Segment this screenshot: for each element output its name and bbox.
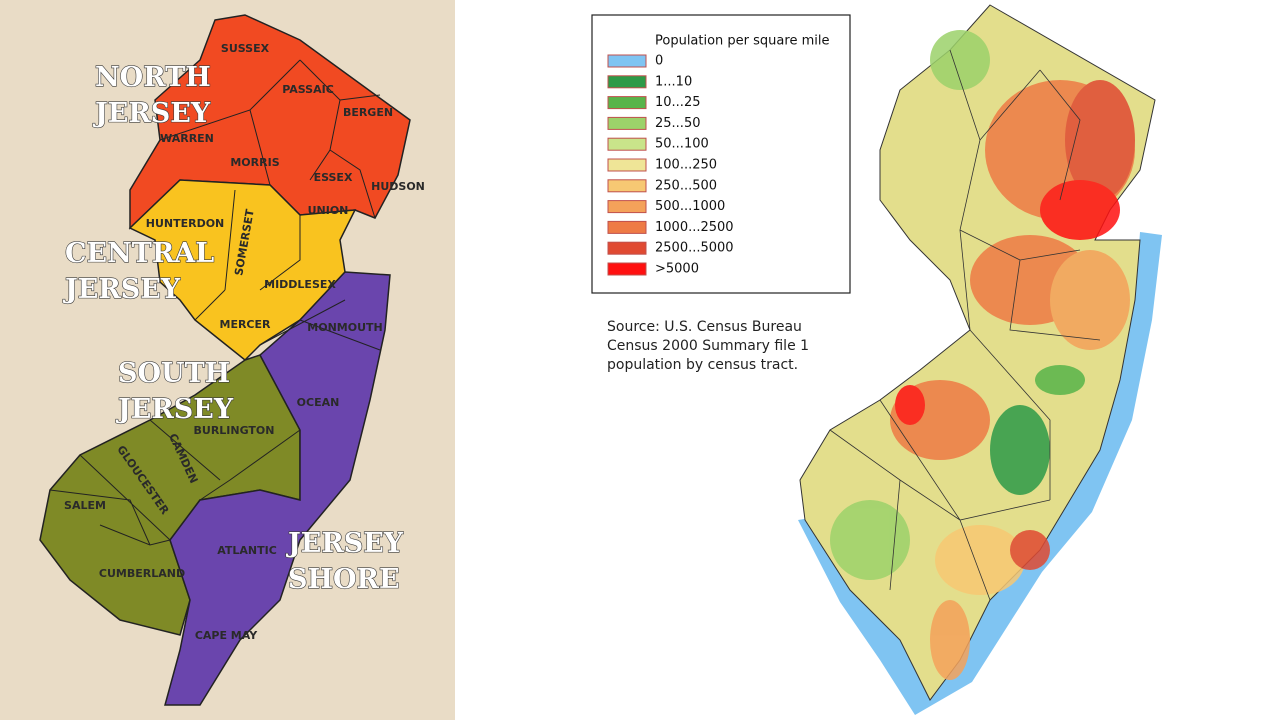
region-label: JERSEY	[93, 98, 211, 129]
county-label: WARREN	[160, 132, 214, 145]
legend-label: 250...500	[655, 178, 717, 193]
legend-label: 100...250	[655, 158, 717, 173]
legend-items: 0 1...10 10...25 25...50 50...100 100...250 25…	[607, 54, 734, 277]
county-borders	[829, 49, 1101, 601]
region-label: SHORE	[288, 564, 400, 595]
region-labels: NORTH JERSEY CENTRAL JERSEY SOUTH JERSEY JERSE…	[62, 61, 404, 595]
legend-label: 25...50	[655, 116, 700, 131]
region-label: JERSEY	[286, 528, 404, 559]
region-shape	[164, 271, 391, 706]
density-map	[798, 4, 1162, 715]
region-label: JERSEY	[116, 394, 234, 425]
county-label: MONMOUTH	[307, 321, 382, 334]
county-label: ATLANTIC	[217, 544, 277, 557]
legend-title: Population per square mile	[655, 34, 829, 49]
county-label: SUSSEX	[221, 42, 270, 55]
source-line: Source: U.S. Census Bureau	[607, 319, 802, 335]
legend-label: 10...25	[655, 95, 700, 110]
legend-label: 1000...2500	[655, 220, 734, 235]
legend-label: 50...100	[655, 137, 709, 152]
legend-label: >5000	[655, 262, 699, 277]
legend-label: 500...1000	[655, 199, 725, 214]
legend-swatch	[607, 137, 647, 151]
county-label: BERGEN	[343, 106, 393, 119]
county-borders	[49, 59, 381, 546]
county-label: ESSEX	[314, 171, 353, 184]
region-label: SOUTH	[118, 358, 230, 389]
legend-swatch	[607, 116, 647, 130]
legend-swatch	[607, 179, 647, 193]
legend-swatch	[607, 241, 647, 255]
county-label: BURLINGTON	[194, 424, 275, 437]
county-label: PASSAIC	[282, 83, 334, 96]
region-shape	[128, 179, 357, 362]
county-label: OCEAN	[297, 396, 340, 409]
county-label: MERCER	[220, 318, 272, 331]
county-label: HUNTERDON	[146, 217, 225, 230]
legend-swatch	[607, 96, 647, 110]
water	[798, 232, 1162, 715]
source-note: Source: U.S. Census Bureau Census 2000 Su…	[607, 319, 809, 373]
county-label: SALEM	[64, 499, 106, 512]
source-line: population by census tract.	[607, 357, 798, 373]
region-map	[39, 14, 411, 706]
county-label: MORRIS	[230, 156, 279, 169]
region-label: NORTH	[95, 62, 211, 93]
county-label: UNION	[308, 204, 349, 217]
county-label: CAPE MAY	[195, 629, 258, 642]
source-line: Census 2000 Summary file 1	[607, 338, 809, 354]
county-label: MIDDLESEX	[264, 278, 336, 291]
legend-label: 0	[655, 54, 663, 69]
region-label: JERSEY	[63, 274, 181, 305]
legend-label: 1...10	[655, 74, 692, 89]
legend-swatch	[607, 75, 647, 89]
legend-label: 2500...5000	[655, 241, 734, 256]
legend-swatch	[607, 262, 647, 276]
legend-swatch	[607, 54, 647, 68]
county-label: HUDSON	[371, 180, 425, 193]
county-label: CUMBERLAND	[99, 567, 185, 580]
legend-swatch	[607, 220, 647, 234]
region-label: CENTRAL	[65, 238, 214, 269]
legend-swatch	[607, 200, 647, 214]
density-patches	[830, 30, 1135, 680]
legend-swatch	[607, 158, 647, 172]
